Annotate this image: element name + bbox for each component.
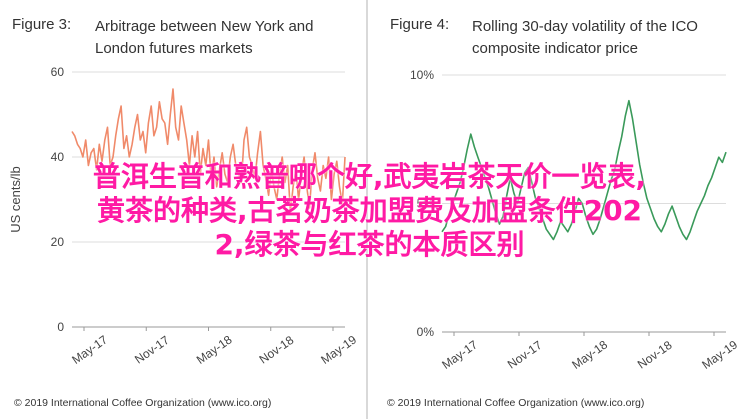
figure-3-label: Figure 3:: [12, 16, 72, 33]
figure-4-x-tick-label: May-17: [439, 337, 480, 372]
figure-3-y-tick-label: 20: [51, 235, 65, 249]
figure-3-x-tick-label: Nov-18: [257, 333, 297, 367]
figure-3-title: Arbitrage between New York and London fu…: [95, 16, 313, 60]
figure-3-x-tick-label: May-19: [318, 332, 359, 367]
figure-3-panel: Figure 3: Arbitrage between New York and…: [8, 16, 359, 409]
figure-4-x-tick-label: Nov-17: [505, 338, 545, 372]
figure-4-title: Rolling 30-day volatility of the ICO com…: [472, 16, 698, 60]
figure-3-y-axis-label: US cents/lb: [8, 166, 23, 232]
figure-3-y-tick-label: 40: [51, 150, 65, 164]
figure-4-panel: Figure 4: Rolling 30-day volatility of t…: [370, 0, 739, 419]
figure-3-x-tick-label: Nov-17: [132, 333, 172, 367]
figure-3-footer: © 2019 International Coffee Organization…: [14, 397, 272, 409]
figure-4-x-tick-label: May-18: [569, 337, 610, 372]
figure-4-y-tick-label: 10%: [410, 68, 434, 82]
figure-3-y-tick-label: 0: [57, 320, 64, 334]
panel-divider: [366, 0, 368, 419]
figure-4-footer: © 2019 International Coffee Organization…: [387, 397, 645, 409]
figure-3-y-tick-label: 60: [51, 65, 65, 79]
figure-4-y-tick-label: 0%: [417, 325, 435, 339]
figure-4-x-tick-label: Nov-18: [635, 338, 675, 372]
figure-4-series-line: [441, 99, 727, 241]
figure-3-x-tick-label: May-18: [194, 332, 235, 367]
figure-4-title-line-1: Rolling 30-day volatility of the ICO: [472, 18, 698, 35]
figure-3-x-tick-label: May-17: [69, 332, 110, 367]
figure-3-title-line-1: Arbitrage between New York and: [95, 18, 314, 35]
figure-4-label: Figure 4:: [390, 16, 450, 33]
figure-3-title-line-2: London futures markets: [95, 40, 253, 57]
figure-4-title-line-2: composite indicator price: [472, 40, 638, 57]
figure-4-chart: 0% 5% 10% May-17 Nov-17 May-18 Nov-18 May-19: [410, 68, 739, 372]
figure-4-y-tick-label: 5%: [417, 197, 435, 211]
figure-3-chart: 0 20 40 60 May-17 Nov-17 May-18 Nov-18 May-19 US …: [8, 65, 359, 367]
figure-3-series-line: [71, 88, 346, 214]
figure-4-x-tick-label: May-19: [699, 337, 739, 372]
